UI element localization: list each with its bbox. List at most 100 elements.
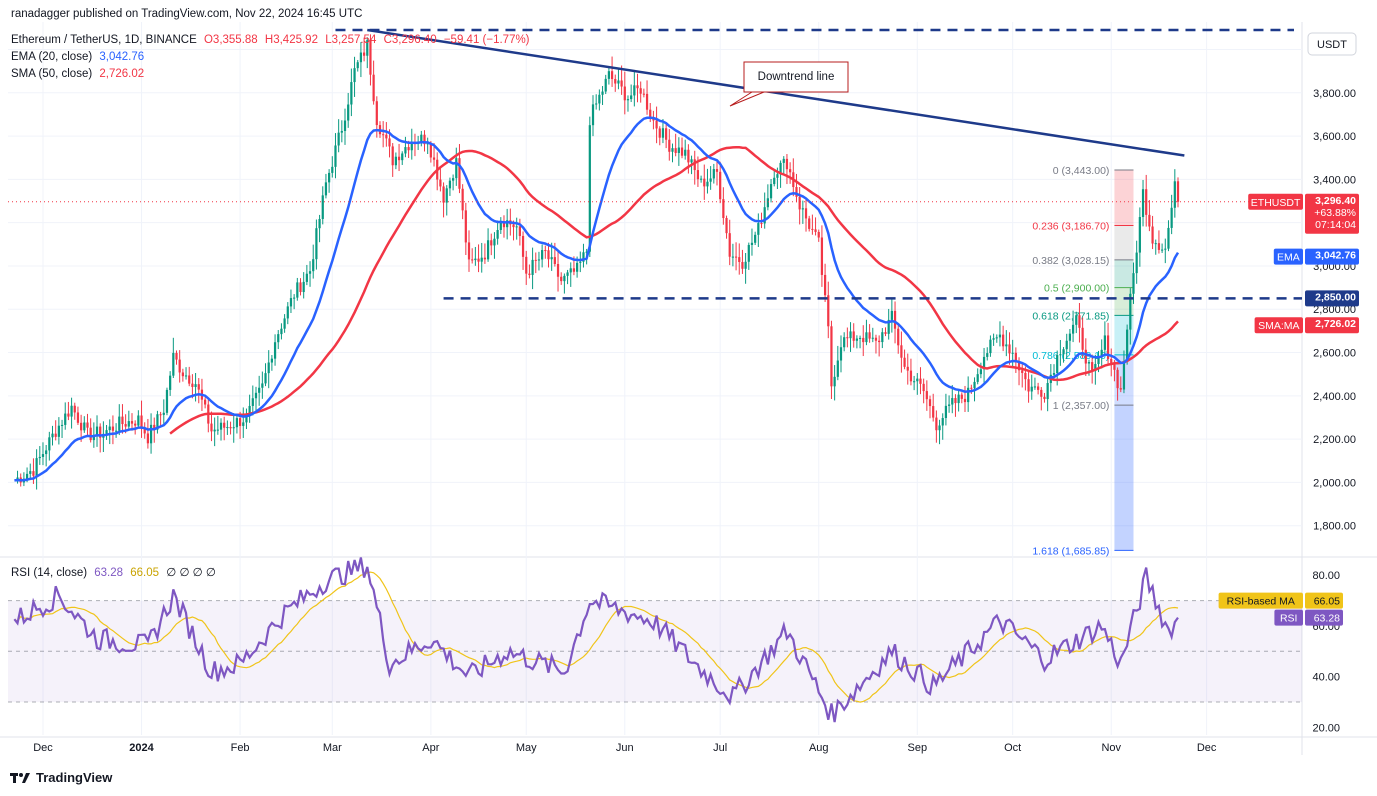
- candle-body: [871, 337, 874, 339]
- candle-body: [954, 398, 957, 404]
- candle-body: [823, 274, 827, 296]
- candle-body: [299, 282, 302, 293]
- candle-body: [175, 352, 178, 360]
- currency-button[interactable]: [1307, 32, 1357, 56]
- candle-body: [747, 244, 750, 262]
- candle-body: [614, 79, 617, 84]
- candle-body: [64, 413, 67, 425]
- fib-level-label: 1.618 (1,685.85): [1032, 545, 1109, 557]
- fib-level-label: 0.618 (2,771.85): [1032, 310, 1109, 322]
- candle-body: [45, 450, 48, 455]
- candle-body: [1135, 252, 1138, 274]
- candle-body: [121, 416, 124, 425]
- candle-body: [1078, 315, 1081, 328]
- time-tick-label: Oct: [1004, 742, 1021, 754]
- candle-body: [73, 405, 76, 413]
- ohlc-close: C3,296.40: [383, 34, 437, 46]
- candle-body: [1011, 352, 1014, 354]
- tradingview-logo[interactable]: TradingView: [10, 770, 112, 785]
- price-tick-label: 2,800.00: [1313, 304, 1356, 316]
- candle-body: [423, 134, 426, 145]
- candle-body: [970, 387, 973, 389]
- candle-body: [429, 143, 432, 158]
- candle-body: [947, 404, 951, 406]
- candle-body: [219, 422, 223, 430]
- candle-body: [1145, 189, 1148, 215]
- level-price-tag-text: 2,850.00: [1315, 291, 1356, 303]
- candle-body: [388, 138, 391, 147]
- candle-body: [998, 334, 1002, 338]
- time-tick-label: May: [516, 742, 537, 754]
- candle-body: [321, 195, 324, 219]
- last-price-tag-box: [1305, 193, 1359, 234]
- candle-body: [153, 424, 156, 430]
- candle-body: [830, 326, 833, 387]
- candle-body: [315, 228, 318, 260]
- candle-body: [712, 169, 715, 179]
- ema-price-tag-text: 3,042.76: [1315, 250, 1356, 262]
- sma-legend-value: 2,726.02: [99, 68, 145, 80]
- candle-body: [283, 318, 286, 329]
- candle-body: [506, 220, 509, 228]
- last-price-tag-text: 3,296.40: [1315, 195, 1356, 207]
- rsi-ma-legend-value: 66.05: [130, 567, 160, 579]
- candle-body: [963, 398, 967, 403]
- candle-body: [585, 251, 588, 253]
- candle-body: [598, 94, 601, 104]
- candle-body: [169, 375, 172, 390]
- candle-body: [734, 256, 738, 258]
- candle-body: [60, 424, 64, 426]
- candle-body: [610, 71, 614, 80]
- rsi-tag-label: RSI: [1280, 613, 1298, 625]
- candle-body: [86, 422, 89, 428]
- candle-body: [935, 417, 938, 431]
- candle-body: [140, 415, 143, 428]
- candle-body: [728, 233, 731, 257]
- candle-body: [951, 398, 954, 405]
- candle-body: [80, 422, 83, 431]
- candle-body: [537, 259, 541, 261]
- candle-body: [137, 415, 140, 426]
- candle-body: [731, 256, 735, 258]
- ema-legend[interactable]: EMA (20, close) 3,042.76: [11, 51, 148, 63]
- candle-body: [808, 218, 811, 229]
- candle-body: [149, 424, 153, 444]
- candle-body: [719, 171, 722, 200]
- candle-body: [143, 427, 146, 434]
- candle-body: [1059, 354, 1062, 356]
- candle-body: [795, 187, 798, 197]
- candle-body: [420, 134, 423, 143]
- candle-body: [903, 357, 906, 367]
- candle-body: [57, 425, 60, 437]
- rsi-legend[interactable]: RSI (14, close) 63.28 66.05 ∅ ∅ ∅ ∅: [11, 565, 220, 579]
- candle-body: [763, 207, 766, 224]
- candle-body: [693, 159, 696, 171]
- annotation-callout[interactable]: [729, 61, 849, 107]
- candle-body: [1167, 227, 1170, 249]
- candle-body: [178, 359, 181, 373]
- candle-body: [1065, 340, 1068, 350]
- candle-body: [162, 412, 165, 415]
- candle-body: [855, 338, 859, 341]
- candle-body: [289, 298, 293, 307]
- candle-body: [1100, 349, 1103, 357]
- candle-body: [925, 391, 928, 400]
- candle-body: [1043, 396, 1046, 400]
- candle-body: [382, 134, 385, 136]
- candle-body: [496, 230, 499, 239]
- candle-body: [989, 339, 992, 354]
- fib-level-label: 0.5 (2,900.00): [1044, 283, 1109, 295]
- price-tick-label: 2,400.00: [1313, 391, 1356, 403]
- candle-body: [229, 427, 232, 429]
- sma-legend[interactable]: SMA (50, close) 2,726.02: [11, 68, 148, 80]
- ema-price-tag-label: EMA: [1277, 252, 1300, 264]
- candle-body: [359, 52, 363, 63]
- candle-body: [455, 158, 458, 179]
- time-tick-label: 2024: [129, 742, 154, 754]
- candle-body: [1141, 189, 1145, 218]
- candle-body: [293, 297, 296, 299]
- candle-body: [696, 170, 700, 180]
- candle-body: [709, 178, 712, 182]
- candle-body: [706, 181, 709, 187]
